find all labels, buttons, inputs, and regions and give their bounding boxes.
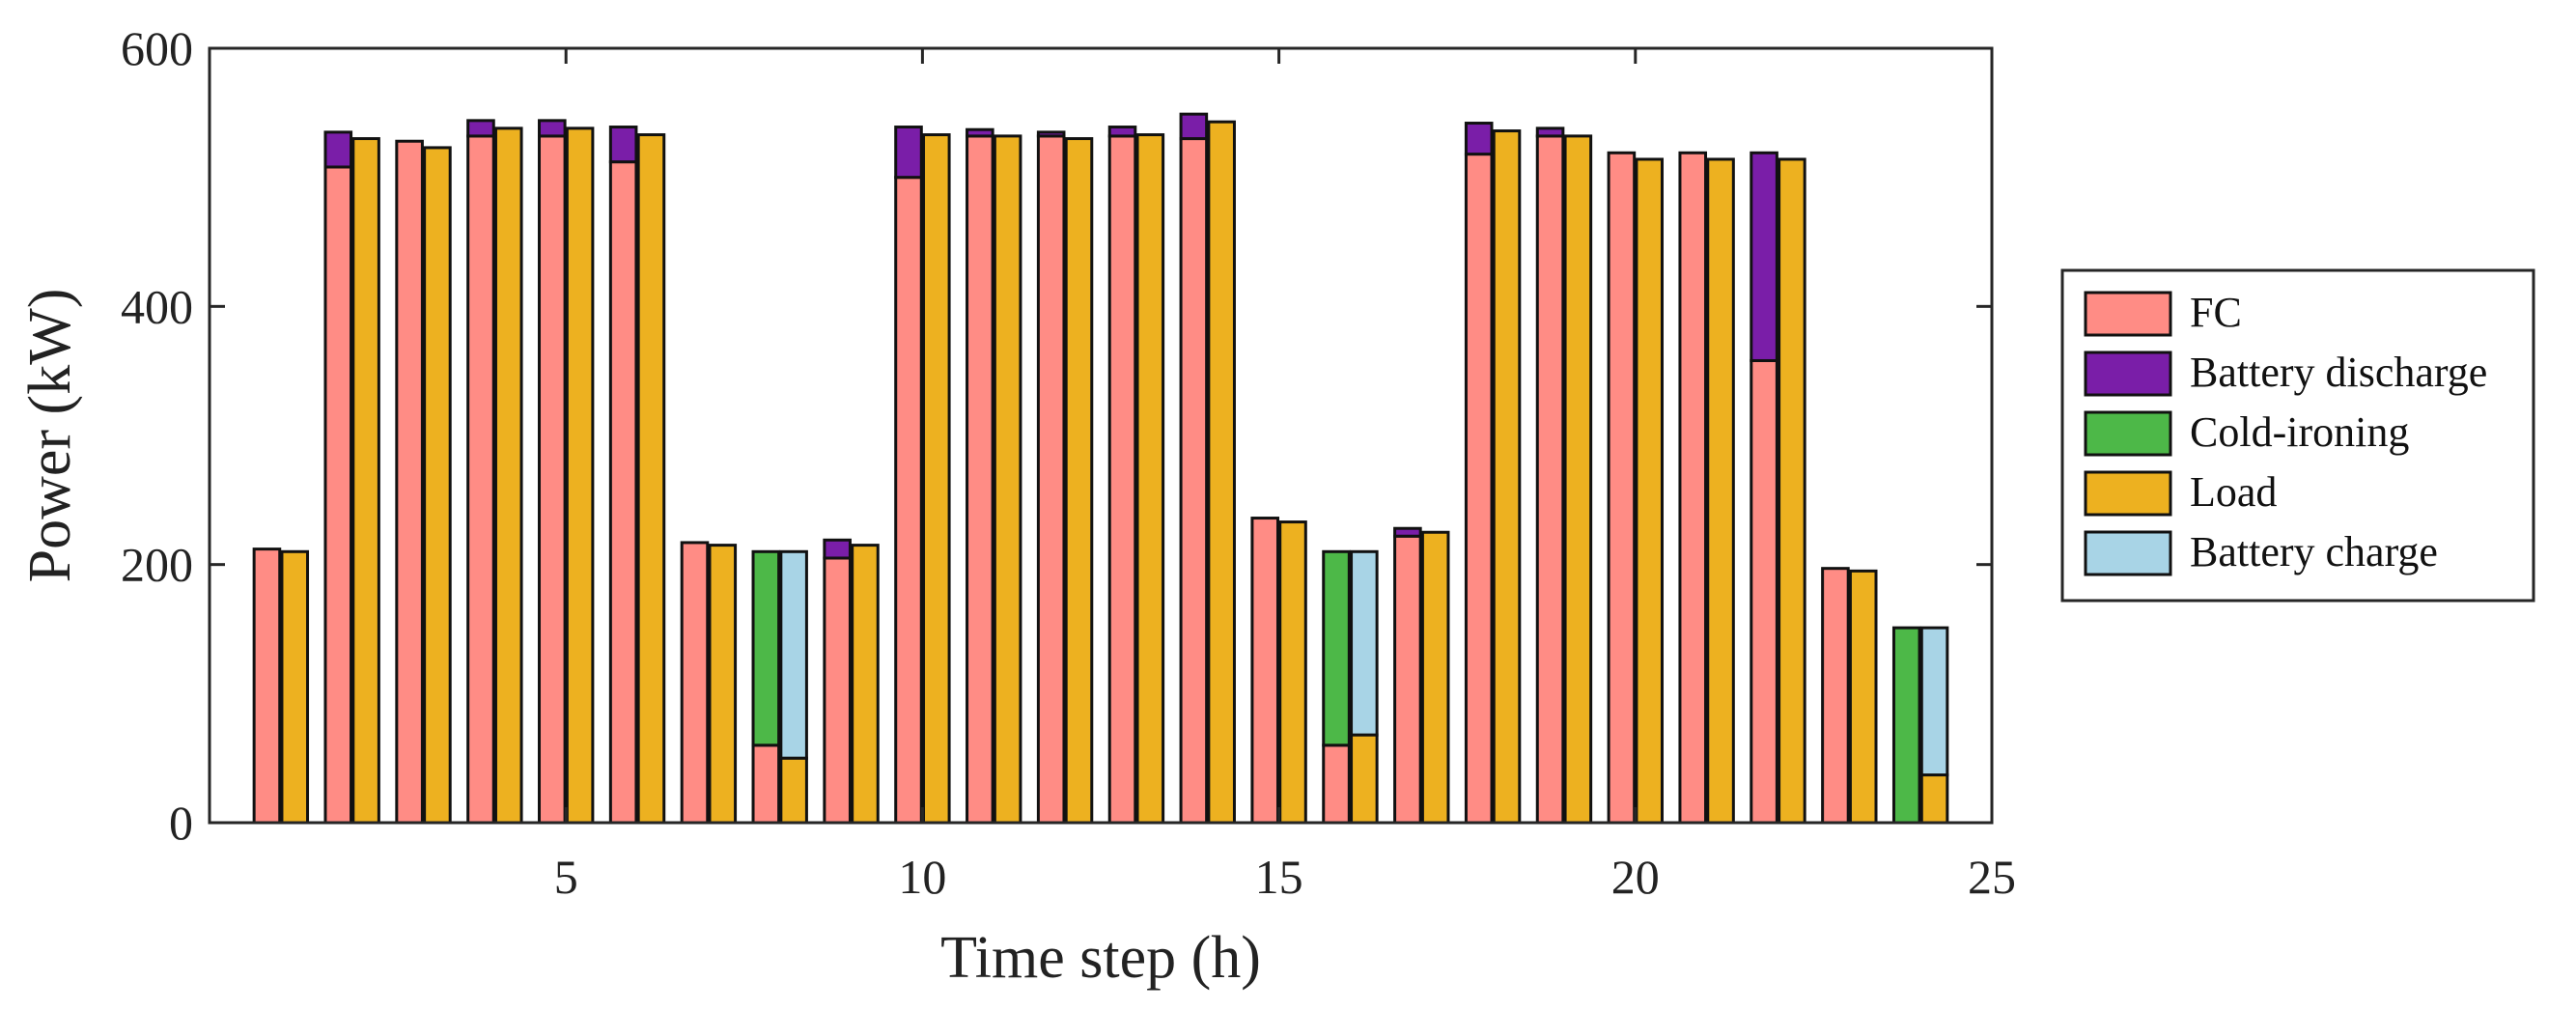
bar-load-t21 (1706, 157, 1735, 825)
bar-fc-t11 (966, 134, 994, 825)
bar-fc-t19 (1535, 134, 1565, 825)
bar-load-t18 (1492, 129, 1522, 825)
legend-swatch-cold-ironing (2084, 410, 2172, 457)
bar-battery-discharge-t22 (1750, 151, 1778, 362)
y-axis-label: Power (kW) (17, 289, 83, 583)
bar-battery-discharge-t17 (1393, 526, 1422, 538)
legend-swatch-battery-charge (2084, 530, 2172, 576)
x-tick-label-25: 25 (1968, 850, 2016, 904)
bar-load-t11 (993, 134, 1022, 825)
bar-fc-t13 (1107, 134, 1137, 825)
y-tick-label-0: 0 (169, 796, 193, 850)
bar-fc-t3 (395, 139, 424, 825)
bar-load-t16 (1350, 733, 1379, 825)
bar-battery-discharge-t9 (823, 538, 852, 560)
bar-load-t1 (280, 549, 310, 825)
bar-battery-charge-t24 (1919, 626, 1949, 777)
bar-fc-t22 (1750, 358, 1778, 825)
bar-load-t5 (565, 126, 595, 825)
bar-cold-ironing-t16 (1322, 549, 1351, 747)
bar-fc-t9 (823, 556, 852, 825)
y-tick-label-200: 200 (121, 538, 193, 592)
bar-fc-t16 (1322, 743, 1351, 825)
bar-fc-t14 (1179, 137, 1209, 825)
bar-battery-discharge-t4 (466, 119, 495, 138)
legend-swatch-battery-discharge (2084, 351, 2172, 397)
bar-fc-t2 (323, 165, 353, 825)
bar-load-t17 (1420, 530, 1450, 825)
y-tick-label-600: 600 (121, 21, 193, 75)
bar-fc-t7 (680, 541, 710, 825)
bar-load-t20 (1635, 157, 1664, 825)
bar-fc-t17 (1393, 534, 1422, 825)
bar-battery-charge-t8 (779, 549, 808, 760)
bar-fc-t20 (1607, 151, 1637, 825)
legend: FC Battery discharge Cold-ironing Load Batte… (2060, 268, 2535, 603)
bar-load-t19 (1563, 134, 1593, 825)
legend-swatch-fc (2084, 291, 2172, 337)
y-tick-label-400: 400 (121, 279, 193, 333)
axis-ticks (210, 46, 1994, 825)
bar-load-t12 (1064, 137, 1094, 825)
bar-fc-t1 (252, 547, 282, 825)
bar-battery-charge-t16 (1350, 549, 1379, 737)
bar-battery-discharge-t6 (608, 126, 638, 164)
bar-fc-t8 (751, 743, 781, 825)
bar-battery-discharge-t11 (966, 127, 994, 138)
bar-load-t22 (1778, 157, 1806, 825)
bar-battery-discharge-t19 (1535, 126, 1565, 138)
legend-label-battery-charge: Battery charge (2190, 528, 2438, 575)
plot-area-frame (208, 46, 1994, 825)
bar-load-t13 (1135, 133, 1165, 825)
bar-fc-t4 (466, 134, 495, 825)
bars-group (210, 112, 1992, 825)
bar-load-t8 (779, 756, 808, 825)
bar-battery-discharge-t13 (1107, 126, 1137, 138)
bar-load-t10 (922, 133, 951, 825)
axis-tick-labels: 5 10 15 20 25 0 200 400 600 (121, 21, 2016, 904)
bar-battery-discharge-t14 (1179, 112, 1209, 141)
bar-battery-discharge-t2 (323, 130, 353, 169)
legend-label-load: Load (2190, 468, 2277, 516)
legend-swatch-load (2084, 470, 2172, 517)
x-tick-label-20: 20 (1611, 850, 1660, 904)
bar-fc-t5 (538, 134, 567, 825)
bar-fc-t6 (608, 160, 638, 825)
legend-label-fc: FC (2190, 289, 2242, 336)
bar-fc-t18 (1464, 153, 1494, 825)
x-tick-label-5: 5 (554, 850, 578, 904)
bar-load-t14 (1207, 120, 1236, 825)
x-tick-label-10: 10 (898, 850, 946, 904)
bar-battery-discharge-t12 (1036, 130, 1066, 138)
bar-fc-t23 (1821, 567, 1850, 825)
bar-load-t24 (1919, 773, 1949, 825)
bar-load-t6 (636, 133, 666, 825)
bar-load-t7 (708, 544, 738, 825)
legend-label-cold-ironing: Cold-ironing (2190, 408, 2409, 456)
bar-cold-ironing-t8 (751, 549, 781, 747)
bar-fc-t12 (1036, 134, 1066, 825)
x-axis-label: Time step (h) (940, 925, 1261, 991)
bar-load-t23 (1848, 569, 1878, 825)
bar-fc-t21 (1678, 151, 1708, 825)
bar-fc-t10 (894, 176, 923, 825)
bar-load-t15 (1278, 520, 1307, 825)
bar-load-t9 (851, 544, 880, 825)
bar-battery-discharge-t10 (894, 126, 923, 180)
legend-label-battery-discharge: Battery discharge (2190, 349, 2487, 396)
bar-cold-ironing-t24 (1891, 626, 1921, 825)
bar-load-t4 (493, 126, 523, 825)
bar-fc-t15 (1250, 517, 1279, 825)
bar-battery-discharge-t18 (1464, 122, 1494, 156)
bar-load-t2 (351, 137, 380, 825)
x-tick-label-15: 15 (1255, 850, 1303, 904)
bar-load-t3 (423, 146, 452, 825)
bar-battery-discharge-t5 (538, 119, 567, 138)
